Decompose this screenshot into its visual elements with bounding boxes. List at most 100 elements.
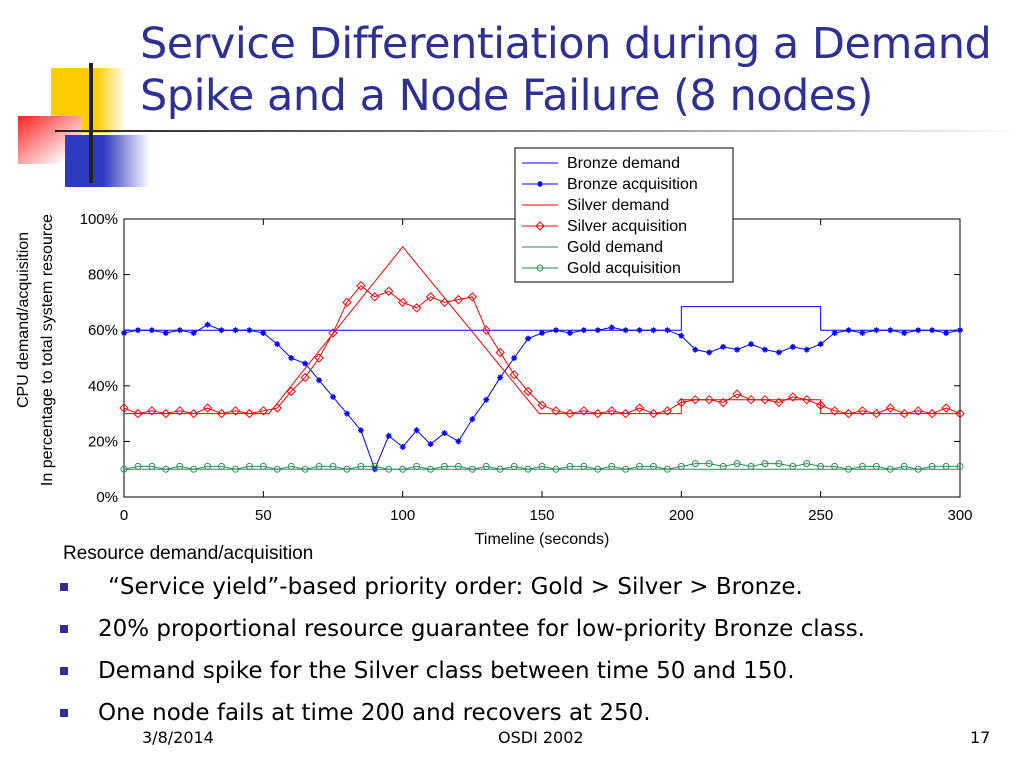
legend-label: Gold demand bbox=[567, 239, 663, 256]
bronze-acquisition-point bbox=[734, 346, 741, 353]
bronze-acquisition-point bbox=[121, 329, 127, 336]
bronze-acquisition-point bbox=[706, 349, 713, 356]
bronze-acquisition-point bbox=[218, 327, 225, 334]
silver-acquisition-point bbox=[453, 294, 464, 305]
x-tick-label: 250 bbox=[808, 507, 833, 524]
gold-acquisition-point bbox=[496, 465, 504, 473]
y-tick-label: 40% bbox=[88, 378, 118, 395]
silver-acquisition-point bbox=[272, 403, 282, 413]
silver-acquisition-point bbox=[481, 325, 491, 335]
legend-marker bbox=[537, 181, 543, 187]
gold-acquisition-point bbox=[705, 460, 713, 468]
x-tick-label: 0 bbox=[120, 507, 128, 524]
bronze-acquisition-point bbox=[413, 427, 420, 434]
x-tick-label: 50 bbox=[255, 507, 272, 524]
legend-label: Bronze demand bbox=[567, 155, 680, 172]
gold-acquisition-point bbox=[399, 465, 407, 473]
y-tick-label: 80% bbox=[88, 267, 118, 284]
gold-acquisition-point bbox=[482, 462, 490, 470]
silver-acquisition-line bbox=[123, 285, 961, 415]
bronze-acquisition-point bbox=[525, 335, 532, 342]
gold-acquisition-point bbox=[538, 462, 546, 470]
silver-acquisition-point bbox=[815, 400, 826, 410]
page-number: 17 bbox=[970, 728, 991, 747]
silver-acquisition-point bbox=[662, 406, 673, 416]
silver-acquisition-point bbox=[885, 403, 896, 413]
y-tick-label: 100% bbox=[80, 211, 118, 228]
bronze-acquisition-point bbox=[316, 377, 323, 384]
bronze-acquisition-point bbox=[957, 327, 963, 334]
silver-acquisition-point bbox=[593, 408, 603, 419]
gold-acquisition-point bbox=[440, 462, 448, 470]
bullet-item: One node fails at time 200 and recovers … bbox=[60, 692, 865, 734]
gold-acquisition-point bbox=[775, 460, 783, 468]
y-tick-label: 60% bbox=[88, 322, 118, 339]
silver-acquisition-point bbox=[244, 408, 255, 419]
silver-acquisition-point bbox=[732, 389, 742, 399]
silver-acquisition-point bbox=[523, 386, 533, 397]
silver-acquisition-point bbox=[356, 281, 366, 291]
gold-acquisition-point bbox=[357, 462, 365, 470]
silver-acquisition-point bbox=[161, 408, 171, 419]
gold-acquisition-point bbox=[385, 465, 393, 473]
gold-acquisition-point bbox=[677, 462, 685, 470]
silver-acquisition-point bbox=[314, 353, 324, 363]
bronze-acquisition-point bbox=[190, 329, 197, 336]
bullet-item: “Service yield”-based priority order: Go… bbox=[60, 566, 865, 608]
bronze-acquisition-point bbox=[580, 327, 587, 334]
silver-acquisition-point bbox=[202, 403, 213, 413]
bullet-icon bbox=[60, 625, 68, 633]
bronze-acquisition-point bbox=[664, 327, 671, 334]
gold-acquisition-point bbox=[747, 462, 755, 470]
title-line-1: Service Differentiation during a Demand bbox=[140, 19, 992, 69]
silver-acquisition-point bbox=[620, 408, 631, 419]
bronze-acquisition-point bbox=[943, 329, 950, 336]
silver-acquisition-point bbox=[634, 403, 645, 413]
bronze-acquisition-point bbox=[232, 327, 239, 334]
gold-acquisition-point bbox=[273, 465, 281, 473]
silver-acquisition-point bbox=[216, 408, 227, 419]
gold-acquisition-point bbox=[663, 465, 671, 473]
bullet-text: One node fails at time 200 and recovers … bbox=[98, 700, 651, 726]
bronze-acquisition-point bbox=[343, 410, 350, 417]
silver-acquisition-point bbox=[258, 406, 269, 416]
gold-acquisition-point bbox=[691, 460, 699, 468]
legend: Bronze demand Bronze acquisition Silver de… bbox=[514, 147, 734, 283]
bronze-acquisition-point bbox=[817, 341, 824, 348]
silver-acquisition-point bbox=[537, 400, 547, 410]
bronze-acquisition-point bbox=[483, 396, 490, 403]
bronze-acquisition-point bbox=[622, 327, 629, 334]
gold-acquisition-point bbox=[594, 465, 602, 473]
x-tick-label: 150 bbox=[529, 507, 554, 524]
silver-acquisition-point bbox=[133, 408, 143, 419]
silver-acquisition-point bbox=[175, 406, 185, 416]
bullet-icon bbox=[60, 709, 68, 717]
gold-acquisition-point bbox=[845, 465, 853, 473]
bronze-acquisition-point bbox=[539, 329, 545, 336]
gold-acquisition-point bbox=[231, 465, 239, 473]
gold-acquisition-point bbox=[789, 462, 797, 470]
bronze-acquisition-line bbox=[123, 324, 961, 471]
bronze-acquisition-point bbox=[845, 327, 852, 334]
title-line-2: Spike and a Node Failure (8 nodes) bbox=[140, 71, 873, 121]
bullet-icon bbox=[60, 667, 68, 675]
x-tick-label: 100 bbox=[390, 507, 415, 524]
chart: 0 50 100 150 200 250 300 0% 20% 40% 60% 80% 100% Bro… bbox=[15, 147, 973, 564]
bronze-acquisition-point bbox=[330, 393, 336, 400]
silver-acquisition-point bbox=[760, 394, 770, 405]
gold-acquisition-point bbox=[928, 462, 936, 470]
bullet-item: Demand spike for the Silver class betwee… bbox=[60, 650, 865, 692]
bronze-acquisition-point bbox=[385, 432, 392, 439]
y-axis-label-2: In percentage to total system resource bbox=[39, 214, 56, 486]
gold-acquisition-point bbox=[622, 465, 630, 473]
bronze-acquisition-point bbox=[274, 341, 281, 348]
silver-acquisition-point bbox=[425, 292, 436, 302]
bronze-acquisition-point bbox=[650, 327, 657, 334]
silver-acquisition-point bbox=[676, 397, 687, 408]
gold-acquisition-point bbox=[580, 462, 588, 470]
bullet-text: “Service yield”-based priority order: Go… bbox=[108, 574, 803, 600]
gold-acquisition-point bbox=[733, 460, 741, 468]
bronze-acquisition-point bbox=[162, 329, 169, 336]
bullet-text: 20% proportional resource guarantee for … bbox=[98, 616, 865, 642]
gold-acquisition-line bbox=[123, 463, 960, 470]
